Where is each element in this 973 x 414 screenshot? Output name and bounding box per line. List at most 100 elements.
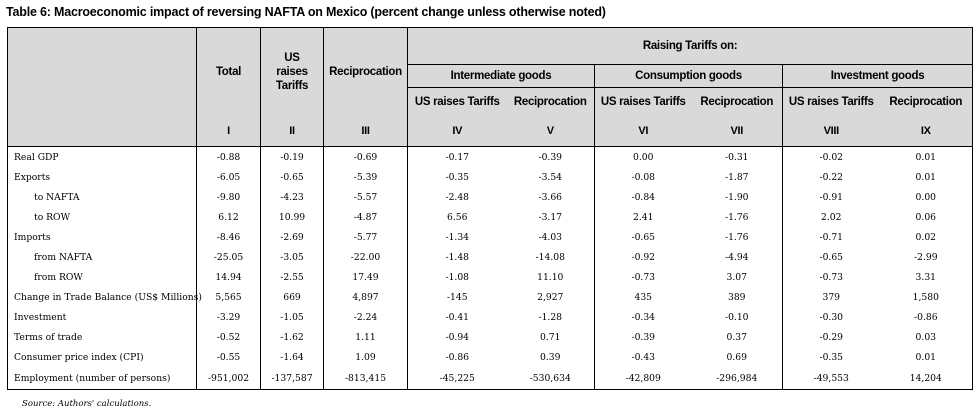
table-cell: 0.06	[915, 211, 937, 223]
table-cell: -0.65	[594, 227, 692, 247]
roman-numeral: III	[323, 116, 408, 147]
table-cell: -951,002	[196, 367, 261, 390]
table-cell: -5.57	[323, 187, 408, 207]
table-cell: -1.05	[260, 307, 324, 327]
row-label: Terms of trade	[14, 331, 83, 343]
table-cell: -0.35	[782, 347, 880, 367]
table-cell: 2.41	[594, 207, 692, 227]
table-row: to NAFTA -9.80 -4.23 -5.57 -2.48 -3.66 -0.84 -1…	[8, 187, 973, 207]
roman-blank	[7, 116, 197, 147]
row-label: to NAFTA	[34, 191, 80, 203]
table-cell: -3.17	[538, 211, 563, 223]
table-cell: -49,553	[782, 367, 880, 390]
table-cell: -0.39	[538, 151, 563, 163]
table-cell: 1.09	[323, 347, 408, 367]
table-row: Investment -3.29 -1.05 -2.24 -0.41 -1.28 -0.34…	[8, 307, 973, 327]
table-cell: 5,565	[196, 287, 261, 307]
table-cell: -3.05	[260, 247, 324, 267]
table-cell: -0.19	[260, 146, 324, 167]
table-cell: -1.90	[724, 191, 749, 203]
table-cell: -1.76	[724, 211, 749, 223]
table-row: Exports -6.05 -0.65 -5.39 -0.35 -3.54 -0.08 -1.…	[8, 167, 973, 187]
table-cell: 4,897	[323, 287, 408, 307]
table-cell: -4.87	[323, 207, 408, 227]
table-cell: -0.94	[407, 327, 507, 347]
row-label: to ROW	[34, 211, 71, 223]
table-cell: 14.94	[196, 267, 261, 287]
table-row: Employment (number of persons) -951,002 -1…	[7, 367, 973, 390]
table-cell: -0.39	[594, 327, 692, 347]
table-cell: 0.37	[726, 331, 747, 343]
table-cell: -145	[407, 287, 507, 307]
table-row: Imports -8.46 -2.69 -5.77 -1.34 -4.03 -0.65 -1.…	[8, 227, 973, 247]
table-cell: -0.22	[782, 167, 880, 187]
table-cell: -530,634	[506, 367, 595, 390]
table-cell: -0.10	[724, 311, 749, 323]
header-reciprocation: Reciprocation	[323, 27, 408, 116]
row-label: from ROW	[34, 271, 83, 283]
table-cell: 0.00	[594, 146, 692, 167]
table-row: from NAFTA -25.05 -3.05 -22.00 -1.48 -14.08 -0…	[8, 247, 973, 267]
roman-numeral: VIII	[782, 116, 880, 147]
sub-header-us-raises-investment: US raises Tariffs	[782, 87, 880, 116]
table-cell: -5.77	[323, 227, 408, 247]
table-row: Change in Trade Balance (US$ Millions) 5,…	[8, 287, 973, 307]
group-consumption-goods: Consumption goods	[594, 64, 783, 88]
table-cell: -0.52	[196, 327, 261, 347]
table-cell: -1.64	[260, 347, 324, 367]
table-cell: -1.28	[538, 311, 563, 323]
source-note: Source: Authors' calculations.	[22, 399, 152, 409]
row-label: Change in Trade Balance (US$ Millions)	[14, 291, 202, 303]
roman-numeral: IV	[407, 116, 507, 147]
table-cell: -0.69	[323, 146, 408, 167]
table-cell: -0.02	[782, 146, 880, 167]
row-label: Consumer price index (CPI)	[14, 351, 144, 363]
table-cell: -22.00	[323, 247, 408, 267]
table-cell: -0.55	[196, 347, 261, 367]
table-cell: -0.35	[407, 167, 507, 187]
row-label: Investment	[14, 311, 67, 323]
table-row: from ROW 14.94 -2.55 17.49 -1.08 11.10 -0.73 3.…	[8, 267, 973, 287]
table-cell: 6.56	[407, 207, 507, 227]
table-cell: -0.17	[407, 146, 507, 167]
table-cell: 1,580	[912, 291, 939, 303]
sub-header-reciprocation-intermediate: Reciprocation	[506, 87, 595, 116]
table-cell: -0.92	[594, 247, 692, 267]
row-label: Imports	[14, 231, 51, 243]
table-cell: -296,984	[691, 367, 783, 390]
table-cell: -0.71	[782, 227, 880, 247]
table-caption: Table 6: Macroeconomic impact of reversi…	[6, 5, 606, 19]
data-table: Total US raises Tariffs Reciprocation Ra…	[7, 27, 973, 390]
table-cell: -0.91	[782, 187, 880, 207]
header-blank	[7, 27, 197, 116]
table-cell: -0.31	[724, 151, 749, 163]
table-cell: 669	[260, 287, 324, 307]
sub-header-us-raises-intermediate: US raises Tariffs	[407, 87, 507, 116]
table-cell: -0.34	[594, 307, 692, 327]
table-cell: -2.99	[914, 251, 938, 263]
roman-numeral: VII	[691, 116, 783, 147]
row-label: Employment (number of persons)	[7, 367, 197, 390]
header-raising-tariffs-on: Raising Tariffs on:	[406, 27, 973, 65]
table-cell: -0.86	[407, 347, 507, 367]
table-cell: 3.07	[726, 271, 747, 283]
table-cell: -0.86	[914, 311, 938, 323]
header-us-raises-tariffs: US raises Tariffs	[260, 27, 324, 116]
table-cell: -0.73	[594, 267, 692, 287]
table-cell: 1.11	[323, 327, 408, 347]
table-cell: -45,225	[407, 367, 507, 390]
table-cell: -0.30	[782, 307, 880, 327]
table-cell: -813,415	[323, 367, 408, 390]
table-cell: -1.34	[407, 227, 507, 247]
table-cell: -9.80	[196, 187, 261, 207]
group-investment-goods: Investment goods	[781, 64, 973, 88]
roman-numeral: V	[506, 116, 595, 147]
table-cell: -5.39	[323, 167, 408, 187]
table-cell: -1.76	[724, 231, 749, 243]
table-cell: 17.49	[323, 267, 408, 287]
table-cell: 0.69	[726, 351, 747, 363]
table-cell: 379	[782, 287, 880, 307]
row-label: from NAFTA	[34, 251, 93, 263]
sub-header-reciprocation-consumption: Reciprocation	[691, 87, 783, 116]
table-cell: -4.23	[260, 187, 324, 207]
